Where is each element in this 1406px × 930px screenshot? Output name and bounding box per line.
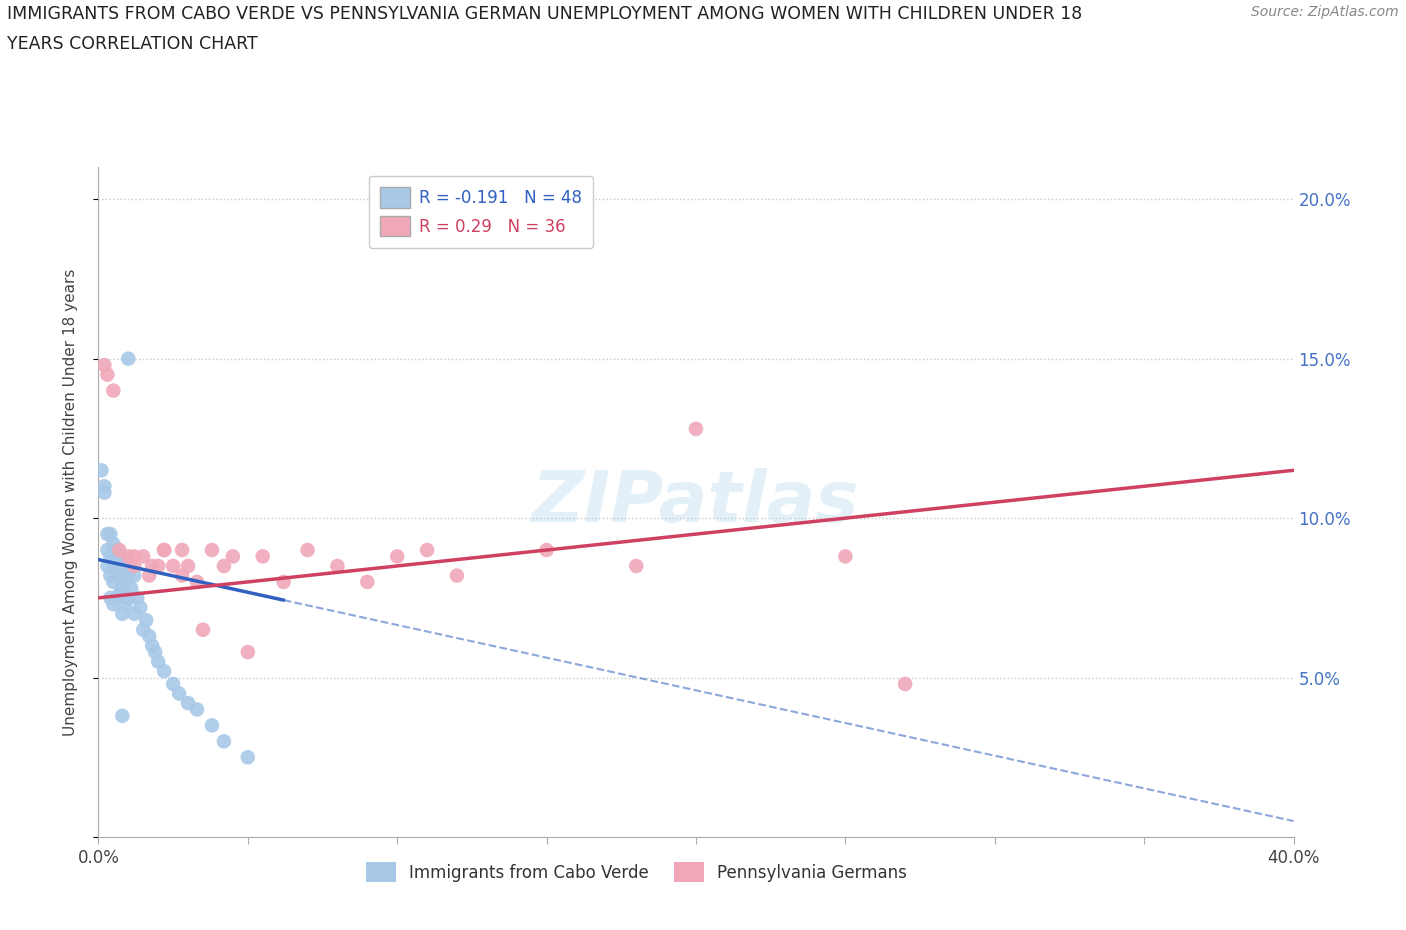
Point: [153, 664, 176, 679]
Point: [103, 597, 125, 612]
Text: IMMIGRANTS FROM CABO VERDE VS PENNSYLVANIA GERMAN UNEMPLOYMENT AMONG WOMEN WITH : IMMIGRANTS FROM CABO VERDE VS PENNSYLVAN…: [7, 5, 1083, 22]
Point: [117, 591, 139, 605]
Point: [141, 559, 163, 574]
Point: [103, 383, 125, 398]
Legend: Immigrants from Cabo Verde, Pennsylvania Germans: Immigrants from Cabo Verde, Pennsylvania…: [359, 856, 914, 889]
Point: [385, 549, 409, 564]
Point: [111, 709, 134, 724]
Point: [536, 542, 558, 557]
Point: [111, 581, 134, 596]
Point: [148, 559, 170, 574]
Point: [446, 568, 468, 583]
Point: [96, 367, 118, 382]
Point: [416, 542, 439, 557]
Point: [236, 644, 259, 659]
Point: [124, 549, 146, 564]
Point: [222, 549, 245, 564]
Point: [135, 613, 157, 628]
Point: [212, 734, 235, 749]
Point: [138, 568, 160, 583]
Point: [326, 559, 349, 574]
Point: [177, 696, 200, 711]
Point: [685, 421, 707, 436]
Point: [98, 591, 122, 605]
Point: [96, 526, 118, 541]
Point: [114, 575, 136, 590]
Text: YEARS CORRELATION CHART: YEARS CORRELATION CHART: [7, 35, 257, 53]
Point: [212, 559, 235, 574]
Point: [172, 568, 194, 583]
Point: [105, 591, 128, 605]
Point: [626, 559, 648, 574]
Point: [117, 568, 139, 583]
Point: [201, 542, 224, 557]
Point: [96, 542, 118, 557]
Point: [153, 542, 176, 557]
Point: [172, 542, 194, 557]
Point: [273, 575, 295, 590]
Point: [127, 591, 149, 605]
Point: [108, 542, 131, 557]
Point: [143, 644, 166, 659]
Point: [105, 542, 128, 557]
Point: [356, 575, 378, 590]
Point: [186, 702, 208, 717]
Point: [132, 549, 155, 564]
Point: [201, 718, 224, 733]
Point: [252, 549, 274, 564]
Point: [177, 559, 200, 574]
Point: [108, 587, 131, 602]
Point: [111, 606, 134, 621]
Point: [120, 581, 142, 596]
Point: [93, 358, 115, 373]
Point: [236, 750, 259, 764]
Point: [108, 568, 131, 583]
Point: [96, 559, 118, 574]
Point: [124, 568, 146, 583]
Point: [90, 463, 112, 478]
Point: [153, 542, 176, 557]
Point: [103, 537, 125, 551]
Point: [114, 597, 136, 612]
Point: [834, 549, 856, 564]
Point: [894, 676, 917, 691]
Point: [93, 485, 115, 500]
Point: [117, 549, 139, 564]
Point: [162, 676, 184, 691]
Point: [141, 638, 163, 653]
Point: [111, 559, 134, 574]
Point: [108, 549, 131, 564]
Point: [93, 479, 115, 494]
Point: [129, 600, 152, 615]
Point: [297, 542, 319, 557]
Point: [103, 575, 125, 590]
Point: [117, 352, 139, 366]
Point: [105, 565, 128, 579]
Y-axis label: Unemployment Among Women with Children Under 18 years: Unemployment Among Women with Children U…: [63, 269, 77, 736]
Point: [98, 549, 122, 564]
Point: [148, 654, 170, 669]
Point: [98, 526, 122, 541]
Point: [191, 622, 214, 637]
Text: Source: ZipAtlas.com: Source: ZipAtlas.com: [1251, 5, 1399, 19]
Point: [124, 606, 146, 621]
Point: [167, 686, 190, 701]
Point: [98, 568, 122, 583]
Point: [124, 559, 146, 574]
Text: ZIPatlas: ZIPatlas: [533, 468, 859, 537]
Point: [186, 575, 208, 590]
Point: [103, 555, 125, 570]
Point: [132, 622, 155, 637]
Point: [138, 629, 160, 644]
Point: [162, 559, 184, 574]
